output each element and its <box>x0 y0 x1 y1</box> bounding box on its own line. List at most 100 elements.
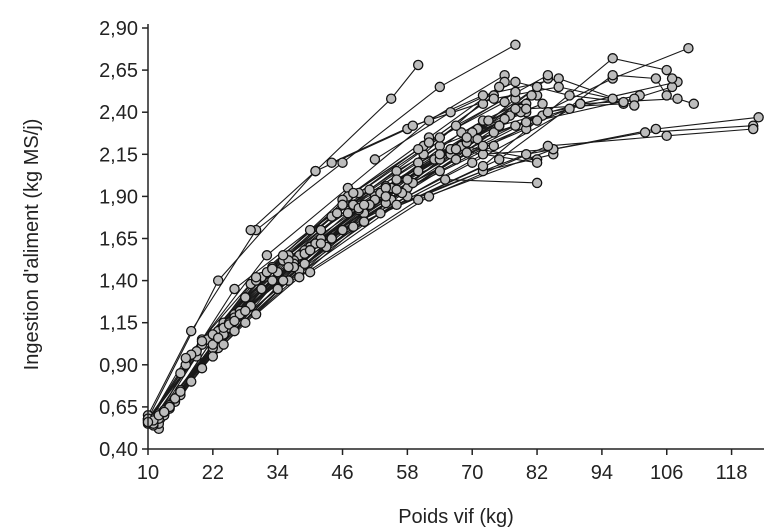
data-point <box>688 98 700 110</box>
data-point <box>412 165 424 177</box>
data-point <box>450 154 462 165</box>
data-point <box>304 245 316 256</box>
data-point <box>250 271 262 283</box>
data-point <box>510 120 521 131</box>
data-point <box>564 90 575 101</box>
data-point <box>520 149 532 160</box>
data-point <box>218 339 229 350</box>
data-point <box>526 90 537 101</box>
data-point <box>391 184 402 195</box>
data-point <box>391 165 402 177</box>
data-point <box>375 207 386 219</box>
x-tick-label: 70 <box>461 462 483 484</box>
data-point <box>250 309 262 320</box>
data-point <box>277 275 289 286</box>
data-point <box>488 140 500 152</box>
data-point <box>672 93 683 104</box>
data-point <box>434 132 446 143</box>
data-point <box>326 233 337 244</box>
series-line <box>190 94 640 382</box>
y-tick-label: 1,40 <box>99 271 138 293</box>
y-tick-label: 2,90 <box>99 18 138 40</box>
x-tick-label: 46 <box>331 462 353 484</box>
data-point <box>510 76 521 88</box>
series-line <box>147 148 538 421</box>
data-point <box>310 165 321 177</box>
data-point <box>483 115 494 126</box>
data-point <box>629 100 640 111</box>
data-point <box>175 367 186 379</box>
series-line <box>223 86 673 345</box>
data-point <box>267 263 278 275</box>
data-point <box>434 165 446 177</box>
data-point <box>212 332 224 344</box>
data-point <box>661 130 672 142</box>
data-point <box>472 133 483 145</box>
data-point <box>358 216 370 227</box>
series-line <box>201 81 678 369</box>
data-point <box>348 187 359 199</box>
data-point <box>639 127 651 138</box>
y-tick-label: 1,65 <box>99 229 138 251</box>
data-point <box>477 90 489 101</box>
points-layer <box>142 39 764 435</box>
data-point <box>542 106 554 118</box>
x-tick-label: 34 <box>267 462 289 484</box>
x-tick-label: 94 <box>591 462 613 484</box>
data-point <box>439 174 451 185</box>
data-point <box>575 98 586 110</box>
data-point <box>380 191 392 202</box>
data-point <box>277 250 289 261</box>
x-tick-label: 82 <box>526 462 548 484</box>
data-point <box>537 98 548 110</box>
data-point <box>510 39 521 51</box>
y-tick-label: 1,90 <box>99 186 138 208</box>
data-point <box>391 174 402 185</box>
data-point <box>369 154 381 165</box>
data-point <box>299 258 310 270</box>
data-point <box>267 275 278 286</box>
series-line <box>212 47 689 357</box>
data-point <box>510 86 521 98</box>
data-point <box>607 69 618 81</box>
data-point <box>229 283 240 295</box>
data-point <box>434 81 446 93</box>
data-point <box>553 81 564 93</box>
x-axis-ticks: 10 22 34 46 58 70 82 94 106 118 <box>137 449 748 484</box>
data-point <box>158 406 170 418</box>
data-point <box>229 325 240 337</box>
data-point <box>488 93 500 104</box>
data-point <box>520 117 532 128</box>
data-point <box>461 132 473 143</box>
data-point <box>450 120 462 131</box>
data-point <box>666 73 678 84</box>
data-point <box>477 140 489 152</box>
data-point <box>331 207 343 219</box>
y-tick-label: 2,65 <box>99 60 138 82</box>
data-point <box>412 59 424 71</box>
x-axis-title: Poids vif (kg) <box>398 506 514 528</box>
data-point <box>385 93 397 104</box>
data-point <box>423 191 435 202</box>
data-point <box>753 112 764 123</box>
data-point <box>531 81 543 93</box>
data-point <box>207 351 219 362</box>
series-layer <box>147 44 759 430</box>
data-point <box>212 275 224 286</box>
data-point <box>520 103 532 115</box>
data-point <box>240 292 251 303</box>
data-point <box>294 271 305 283</box>
data-point <box>531 177 543 189</box>
series-line <box>298 116 759 278</box>
data-point <box>175 386 186 397</box>
data-point <box>391 199 402 211</box>
data-point <box>304 266 316 278</box>
data-point <box>337 157 348 168</box>
series-line <box>147 125 500 421</box>
data-point <box>445 106 456 118</box>
data-point <box>364 184 375 195</box>
data-point <box>402 174 413 185</box>
data-point <box>315 224 327 236</box>
data-point <box>434 149 446 160</box>
